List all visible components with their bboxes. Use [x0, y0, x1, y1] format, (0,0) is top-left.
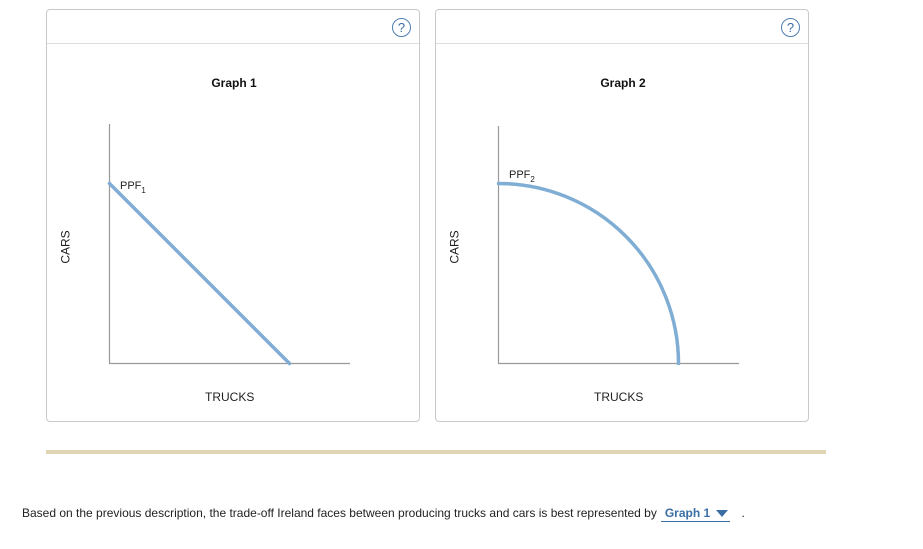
graph-panel-1: ? Graph 1 CARS TRUCKS PPF1: [46, 9, 420, 422]
caret-down-icon: [716, 510, 729, 518]
ppf-2-curve: [496, 181, 681, 366]
graph-title: Graph 1: [211, 76, 257, 90]
panel-header-divider: [47, 43, 419, 44]
help-icon[interactable]: ?: [781, 18, 800, 37]
x-axis-label: TRUCKS: [205, 390, 255, 404]
graph-title: Graph 2: [600, 76, 646, 90]
sentence-end: .: [741, 506, 745, 520]
help-icon[interactable]: ?: [392, 18, 411, 37]
section-divider: [46, 450, 826, 454]
answer-dropdown[interactable]: Graph 1: [660, 506, 731, 522]
graph-panel-2: ? Graph 2 CARS TRUCKS PPF2: [435, 9, 809, 422]
panel-header-divider: [436, 43, 808, 44]
answer-dropdown-value: Graph 1: [664, 506, 711, 520]
graph-1-plot: PPF1: [107, 124, 350, 366]
ppf-2-label: PPF2: [509, 169, 535, 184]
ppf-1-label: PPF1: [120, 180, 146, 195]
question-sentence: Based on the previous description, the t…: [22, 506, 745, 522]
x-axis-label: TRUCKS: [594, 390, 644, 404]
question-text: Based on the previous description, the t…: [22, 506, 657, 520]
ppf-1-curve: [107, 181, 292, 366]
graph-2-plot: PPF2: [496, 126, 739, 366]
